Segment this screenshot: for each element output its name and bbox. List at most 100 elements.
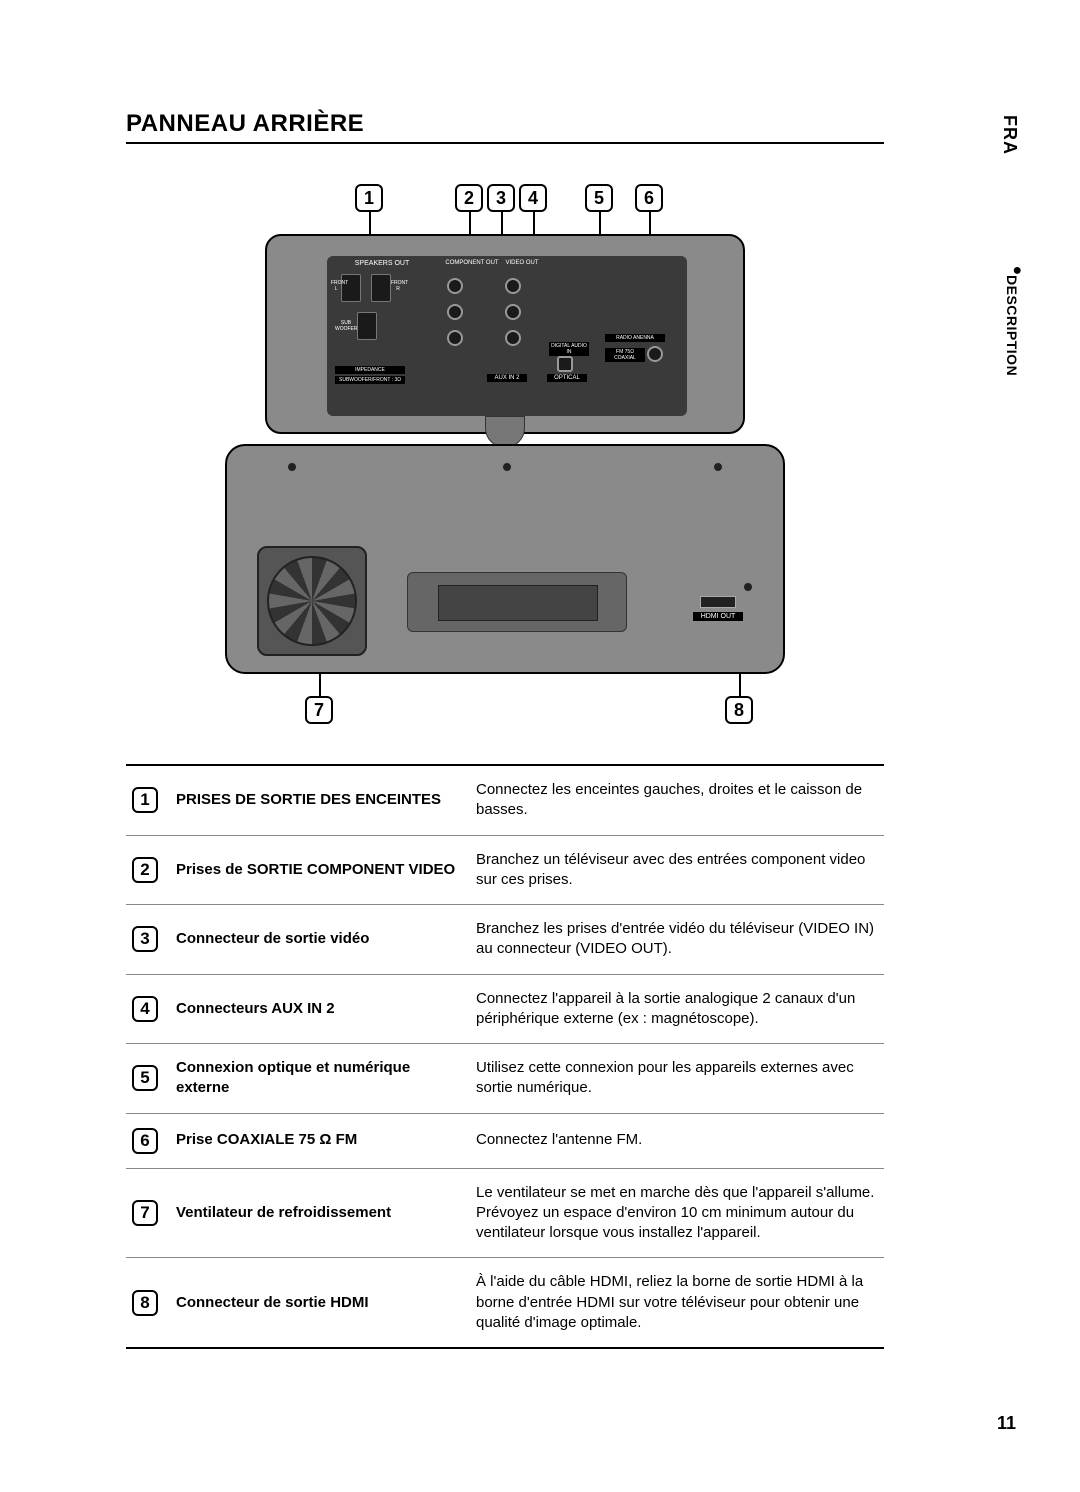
row-number-cell: 7 bbox=[126, 1168, 170, 1258]
row-label: Prise COAXIALE 75 Ω FM bbox=[170, 1113, 470, 1168]
page-number: 11 bbox=[997, 1413, 1016, 1434]
callout-2: 2 bbox=[455, 184, 483, 212]
leader-5 bbox=[599, 212, 601, 234]
jack-video-out bbox=[505, 278, 521, 294]
leader-1 bbox=[369, 212, 371, 234]
table-row: 2 Prises de SORTIE COMPONENT VIDEOBranche… bbox=[126, 835, 884, 905]
bottom-slot bbox=[407, 572, 627, 632]
screw-1 bbox=[287, 462, 297, 472]
label-front-r: FRONT R bbox=[391, 280, 405, 292]
leader-8 bbox=[739, 674, 741, 696]
row-description: Connectez l'appareil à la sortie analogi… bbox=[470, 974, 884, 1044]
row-label: Connecteur de sortie HDMI bbox=[170, 1258, 470, 1348]
label-digital-audio-in: DIGITAL AUDIO IN bbox=[549, 342, 589, 356]
page-title: PANNEAU ARRIÈRE bbox=[126, 110, 884, 144]
row-number: 8 bbox=[132, 1290, 158, 1316]
row-label: Ventilateur de refroidissement bbox=[170, 1168, 470, 1258]
callout-3: 3 bbox=[487, 184, 515, 212]
row-number: 1 bbox=[132, 787, 158, 813]
hdmi-area: HDMI OUT bbox=[683, 592, 753, 642]
row-description: Branchez les prises d'entrée vidéo du té… bbox=[470, 905, 884, 975]
leader-6 bbox=[649, 212, 651, 234]
jack-component-1 bbox=[447, 278, 463, 294]
row-number: 3 bbox=[132, 926, 158, 952]
label-aux-in-2: AUX IN 2 bbox=[487, 374, 527, 382]
row-number: 7 bbox=[132, 1200, 158, 1226]
row-label: Prises de SORTIE COMPONENT VIDEO bbox=[170, 835, 470, 905]
rear-panel-diagram: 1 234 56 SPEAKERS OUT FRONT L FRONT R SUB … bbox=[225, 184, 785, 724]
label-fm-coax: FM 75Ω COAXIAL bbox=[605, 348, 645, 362]
table-row: 8 Connecteur de sortie HDMIÀ l'aide du câ… bbox=[126, 1258, 884, 1348]
row-number: 5 bbox=[132, 1065, 158, 1091]
callout-5: 5 bbox=[585, 184, 613, 212]
table-row: 4 Connecteurs AUX IN 2Connectez l'apparei… bbox=[126, 974, 884, 1044]
row-label: Connexion optique et numérique externe bbox=[170, 1044, 470, 1114]
bottom-slot-inner bbox=[438, 585, 598, 621]
row-label: Connecteur de sortie vidéo bbox=[170, 905, 470, 975]
leader-7 bbox=[319, 674, 321, 696]
callout-row-bottom: 78 bbox=[225, 684, 785, 724]
jack-front-r bbox=[371, 274, 391, 302]
hdmi-port bbox=[700, 596, 736, 608]
screw-3 bbox=[502, 462, 512, 472]
table-row: 1 PRISES DE SORTIE DES ENCEINTESConnectez… bbox=[126, 765, 884, 835]
row-label: Connecteurs AUX IN 2 bbox=[170, 974, 470, 1044]
table-row: 6 Prise COAXIALE 75 Ω FMConnectez l'anten… bbox=[126, 1113, 884, 1168]
label-video-out: VIDEO OUT bbox=[497, 260, 547, 266]
row-label: PRISES DE SORTIE DES ENCEINTES bbox=[170, 765, 470, 835]
page-content: PANNEAU ARRIÈRE 123456 SPEAKERS OUT FRON… bbox=[126, 110, 884, 1349]
label-sub: SUB WOOFER bbox=[335, 320, 357, 332]
rear-panel-inner: SPEAKERS OUT FRONT L FRONT R SUB WOOFER … bbox=[327, 256, 687, 416]
row-number-cell: 6 bbox=[126, 1113, 170, 1168]
leader-3 bbox=[501, 212, 503, 234]
language-tab: FRA bbox=[999, 115, 1020, 155]
label-impedance-val: SUBWOOFER/FRONT : 3Ω bbox=[335, 376, 405, 384]
row-description: Utilisez cette connexion pour les appare… bbox=[470, 1044, 884, 1114]
rear-panel-lower: HDMI OUT bbox=[225, 444, 785, 674]
screw-2 bbox=[713, 462, 723, 472]
leader-4 bbox=[533, 212, 535, 234]
row-description: Connectez les enceintes gauches, droites… bbox=[470, 765, 884, 835]
leader-2 bbox=[469, 212, 471, 234]
callout-7: 7 bbox=[305, 696, 333, 724]
section-tab: DESCRIPTION bbox=[1004, 275, 1020, 376]
jack-component-2 bbox=[447, 304, 463, 320]
row-number-cell: 4 bbox=[126, 974, 170, 1044]
jack-front-l bbox=[341, 274, 361, 302]
jack-component-3 bbox=[447, 330, 463, 346]
label-front-l: FRONT L bbox=[331, 280, 341, 292]
callout-8: 8 bbox=[725, 696, 753, 724]
jack-aux-r bbox=[505, 330, 521, 346]
callout-6: 6 bbox=[635, 184, 663, 212]
label-impedance: IMPEDANCE bbox=[335, 366, 405, 374]
jack-aux-l bbox=[505, 304, 521, 320]
label-speakers-out: SPEAKERS OUT bbox=[337, 260, 427, 267]
callout-row-top: 1 234 56 bbox=[225, 184, 785, 224]
callout-1: 1 bbox=[355, 184, 383, 212]
jack-optical bbox=[557, 356, 573, 372]
label-optical: OPTICAL bbox=[547, 374, 587, 382]
row-description: À l'aide du câble HDMI, reliez la borne … bbox=[470, 1258, 884, 1348]
callout-4: 4 bbox=[519, 184, 547, 212]
label-radio-antenna: RADIO ANENNA bbox=[605, 334, 665, 342]
row-number-cell: 8 bbox=[126, 1258, 170, 1348]
table-row: 3 Connecteur de sortie vidéoBranchez les … bbox=[126, 905, 884, 975]
spec-table: 1PRISES DE SORTIE DES ENCEINTESConnectez… bbox=[126, 764, 884, 1349]
row-description: Branchez un téléviseur avec des entrées … bbox=[470, 835, 884, 905]
table-row: 5 Connexion optique et numérique externeU… bbox=[126, 1044, 884, 1114]
row-number-cell: 1 bbox=[126, 765, 170, 835]
row-number: 4 bbox=[132, 996, 158, 1022]
row-number-cell: 2 bbox=[126, 835, 170, 905]
row-number: 6 bbox=[132, 1128, 158, 1154]
row-number-cell: 3 bbox=[126, 905, 170, 975]
row-number: 2 bbox=[132, 857, 158, 883]
jack-fm-antenna bbox=[647, 346, 663, 362]
jack-subwoofer bbox=[357, 312, 377, 340]
table-row: 7 Ventilateur de refroidissementLe ventil… bbox=[126, 1168, 884, 1258]
row-number-cell: 5 bbox=[126, 1044, 170, 1114]
row-description: Connectez l'antenne FM. bbox=[470, 1113, 884, 1168]
screw-hdmi bbox=[743, 582, 753, 592]
label-hdmi-out: HDMI OUT bbox=[693, 612, 743, 621]
rear-panel-upper: SPEAKERS OUT FRONT L FRONT R SUB WOOFER … bbox=[265, 234, 745, 434]
row-description: Le ventilateur se met en marche dès que … bbox=[470, 1168, 884, 1258]
